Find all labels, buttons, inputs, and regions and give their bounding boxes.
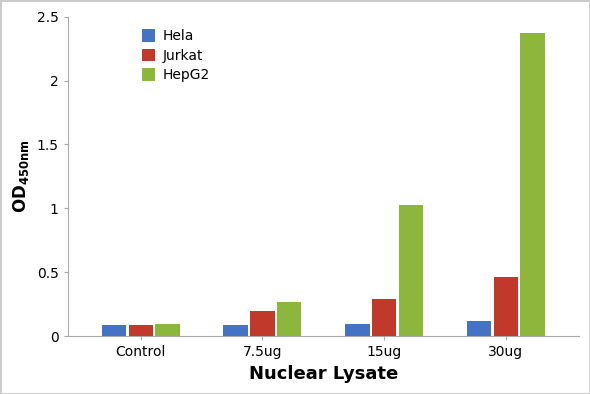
Bar [372, 299, 396, 336]
Bar [520, 33, 545, 336]
Bar [224, 325, 248, 336]
Bar [345, 323, 369, 336]
Y-axis label: OD$_{\mathregular{450nm}}$: OD$_{\mathregular{450nm}}$ [11, 139, 31, 213]
Bar [155, 323, 180, 336]
Bar [277, 302, 301, 336]
Bar [101, 325, 126, 336]
Bar [494, 277, 518, 336]
Bar [467, 321, 491, 336]
X-axis label: Nuclear Lysate: Nuclear Lysate [248, 365, 398, 383]
Legend: Hela, Jurkat, HepG2: Hela, Jurkat, HepG2 [136, 24, 215, 88]
Bar [399, 204, 423, 336]
Bar [129, 325, 153, 336]
Bar [250, 311, 274, 336]
